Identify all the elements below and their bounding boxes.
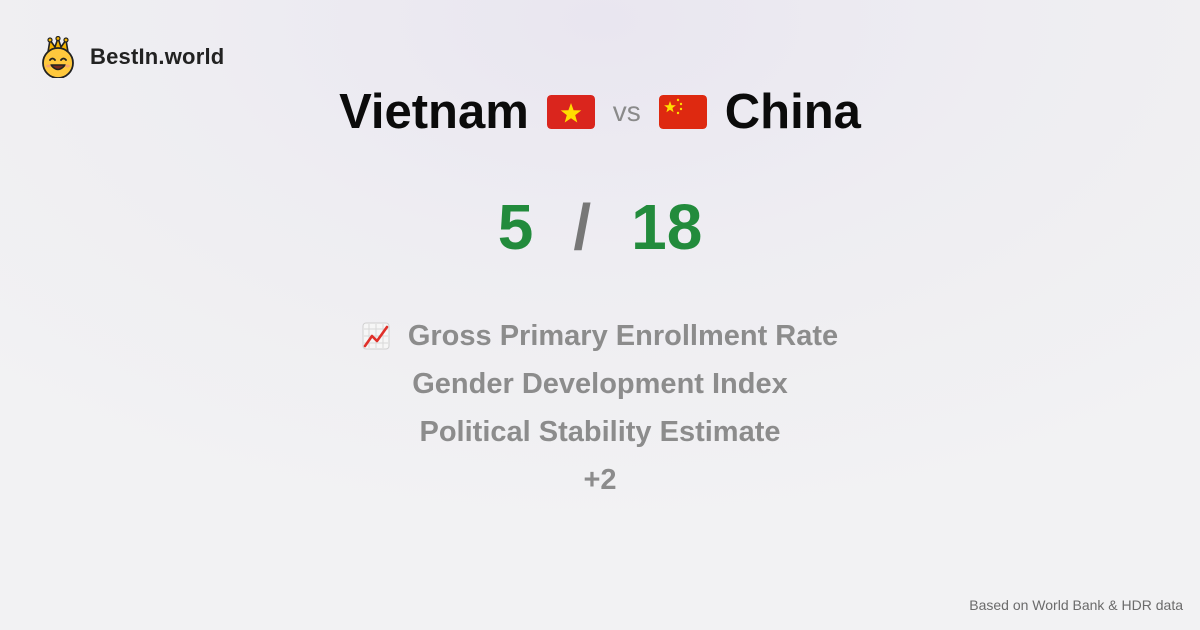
left-score: 5: [497, 191, 534, 263]
score-display: 5 / 18: [0, 190, 1200, 264]
chart-increasing-icon: [362, 322, 390, 350]
metric-item: Gender Development Index: [0, 360, 1200, 408]
comparison-title: Vietnam vs China: [0, 84, 1200, 140]
right-score: 18: [631, 191, 703, 263]
metrics-list: Gross Primary Enrollment Rate Gender Dev…: [0, 312, 1200, 504]
versus-label: vs: [612, 96, 641, 127]
metric-item: Gross Primary Enrollment Rate: [0, 312, 1200, 360]
metric-label: Gender Development Index: [412, 368, 788, 400]
source-note: Based on World Bank & HDR data: [969, 597, 1183, 613]
metric-label: +2: [583, 464, 617, 496]
metric-label: Gross Primary Enrollment Rate: [407, 320, 839, 352]
more-metrics-count: +2: [0, 456, 1200, 504]
crowned-smiley-icon: [42, 36, 74, 78]
score-separator: /: [573, 191, 592, 263]
right-country-name: China: [724, 85, 861, 139]
metric-item: Political Stability Estimate: [0, 408, 1200, 456]
china-flag-icon: [658, 95, 707, 129]
brand-name: BestIn.world: [90, 44, 225, 69]
brand[interactable]: BestIn.world: [40, 36, 224, 78]
metric-label: Political Stability Estimate: [419, 416, 781, 448]
left-country-name: Vietnam: [339, 85, 529, 139]
vietnam-flag-icon: [546, 95, 595, 129]
